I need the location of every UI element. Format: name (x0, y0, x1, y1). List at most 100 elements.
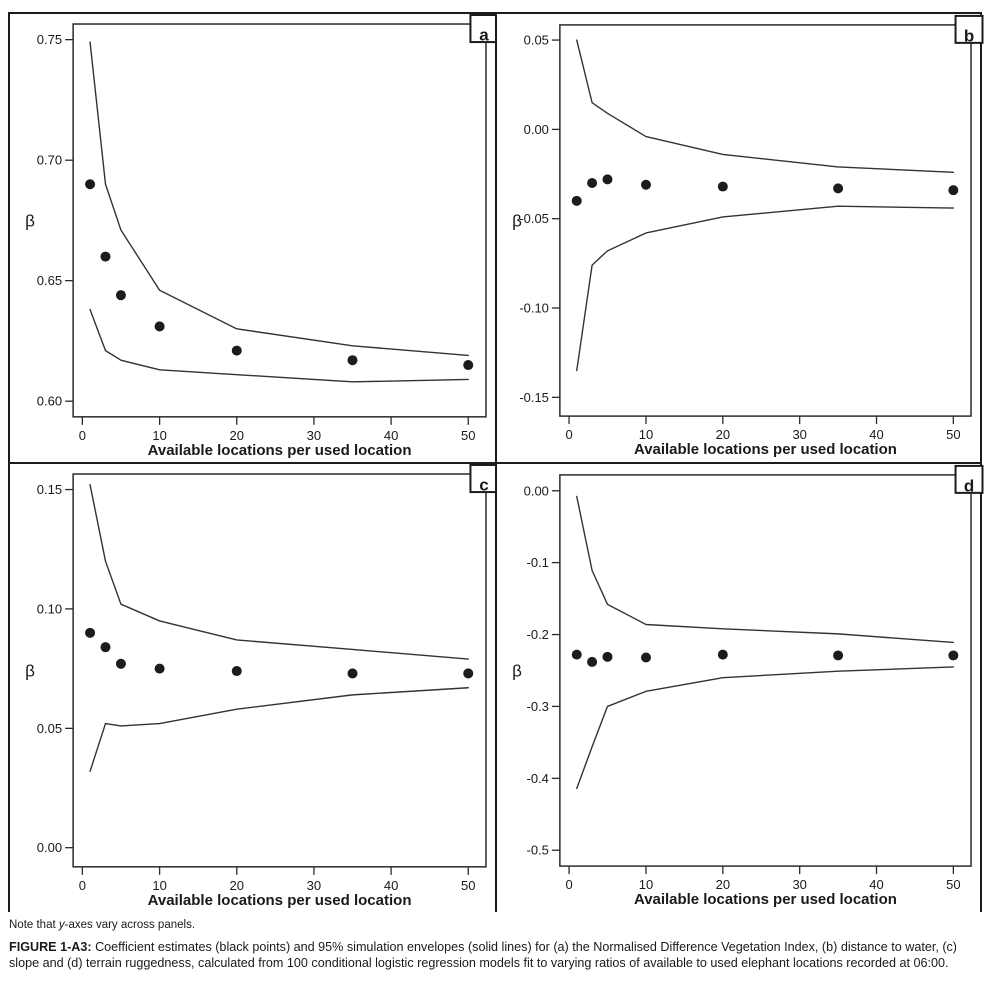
y-axis-title: β (512, 661, 522, 680)
data-point (641, 179, 651, 190)
data-point (154, 321, 165, 332)
plot-frame (72, 23, 487, 418)
data-point (717, 181, 728, 192)
data-point (587, 177, 598, 188)
data-point (641, 652, 651, 663)
data-point (948, 650, 959, 661)
x-axis-title: Available locations per used location (148, 892, 412, 909)
data-point (833, 650, 844, 661)
y-tick-label: -0.2 (527, 627, 549, 642)
note-suffix: -axes vary across panels. (64, 919, 196, 931)
panel-b-chart: 0.05 0.00 -0.05 -0.10 -0.15 0 10 20 30 40 50 Availa… (512, 14, 984, 458)
data-point (948, 185, 959, 196)
figure-caption: FIGURE 1-A3: Coefficient estimates (blac… (9, 940, 982, 971)
x-tick-label: 50 (946, 877, 960, 892)
lower-envelope-line (89, 686, 469, 772)
caption-label: FIGURE 1-A3: (9, 940, 92, 954)
y-tick-label: -0.3 (527, 699, 549, 714)
data-point (115, 290, 126, 301)
data-point (347, 668, 358, 679)
panel-letter: d (964, 476, 974, 495)
y-tick-label: 0.00 (524, 122, 549, 137)
figure-panels-grid: 0.60 0.65 0.70 0.75 0 10 20 30 40 50 Available loc… (8, 12, 984, 912)
data-point (602, 174, 613, 185)
x-tick-label: 20 (230, 878, 244, 893)
panel-d-chart: 0.00 -0.1 -0.2 -0.3 -0.4 -0.5 0 10 20 30 40 50 Avail… (512, 464, 984, 908)
y-tick-label: 0.65 (37, 273, 62, 288)
lower-envelope-line (89, 308, 469, 383)
panel-letter-box (954, 464, 984, 494)
x-tick-label: 10 (639, 877, 653, 892)
x-tick-label: 40 (384, 428, 398, 443)
x-tick-label: 40 (384, 878, 398, 893)
upper-envelope-line (576, 495, 955, 644)
data-point (463, 668, 474, 679)
y-tick-label: -0.5 (527, 843, 549, 858)
x-axis-title: Available locations per used location (634, 441, 897, 458)
data-point (587, 656, 598, 667)
x-axis-title: Available locations per used location (148, 442, 412, 459)
x-tick-label: 50 (461, 878, 475, 893)
x-tick-label: 50 (946, 427, 960, 442)
y-tick-label: 0.15 (37, 482, 62, 497)
y-tick-label: 0.05 (524, 33, 549, 48)
x-tick-label: 40 (869, 877, 883, 892)
panel-letter-box (954, 14, 984, 44)
x-tick-label: 30 (307, 428, 321, 443)
upper-envelope-line (89, 41, 469, 357)
note-italic-y: y (58, 919, 65, 931)
upper-envelope-line (576, 39, 955, 173)
data-point (100, 251, 111, 262)
x-tick-label: 0 (565, 427, 572, 442)
data-point (571, 649, 582, 660)
y-axis-title: β (25, 211, 35, 230)
lower-envelope-line (576, 666, 955, 790)
y-tick-label: -0.05 (519, 211, 549, 226)
panel-a-chart: 0.60 0.65 0.70 0.75 0 10 20 30 40 50 Available loc… (25, 14, 499, 459)
panel-letter: b (964, 26, 974, 45)
y-tick-label: 0.00 (37, 840, 62, 855)
panel-letter: c (479, 475, 488, 494)
panel-a: 0.60 0.65 0.70 0.75 0 10 20 30 40 50 Available loc… (10, 14, 499, 462)
x-tick-label: 0 (79, 878, 86, 893)
y-tick-label: 0.05 (37, 721, 62, 736)
x-tick-label: 30 (307, 878, 321, 893)
y-tick-label: 0.10 (37, 601, 62, 616)
x-tick-label: 50 (461, 428, 475, 443)
y-axis-title: β (25, 661, 35, 680)
x-tick-label: 20 (230, 428, 244, 443)
plot-frame (559, 474, 972, 867)
x-tick-label: 20 (716, 427, 730, 442)
data-point (231, 345, 242, 356)
data-point (231, 665, 242, 676)
note-prefix: Note that (9, 919, 59, 931)
plot-frame (72, 473, 487, 868)
data-point (463, 360, 474, 371)
y-tick-label: -0.4 (527, 771, 549, 786)
y-tick-label: -0.1 (527, 555, 549, 570)
lower-envelope-line (576, 205, 955, 372)
y-tick-label: -0.15 (519, 390, 549, 405)
x-tick-label: 10 (639, 427, 653, 442)
panel-letter: a (479, 26, 489, 45)
x-tick-label: 30 (792, 427, 806, 442)
y-tick-label: 0.75 (37, 32, 62, 47)
plot-frame (559, 24, 972, 417)
upper-envelope-line (89, 483, 469, 660)
panel-c-chart: 0.00 0.05 0.10 0.15 0 10 20 30 40 50 Available loc… (25, 463, 499, 909)
x-tick-label: 20 (716, 877, 730, 892)
y-tick-label: -0.10 (519, 301, 549, 316)
caption-text: Coefficient estimates (black points) and… (9, 940, 958, 970)
panel-c: 0.00 0.05 0.10 0.15 0 10 20 30 40 50 Available loc… (10, 461, 499, 912)
data-point (571, 195, 582, 206)
x-tick-label: 0 (565, 877, 572, 892)
data-point (347, 355, 358, 366)
y-tick-label: 0.00 (524, 483, 549, 498)
data-point (154, 663, 165, 674)
data-point (100, 642, 111, 653)
y-tick-label: 0.70 (37, 153, 62, 168)
data-point (833, 183, 844, 194)
data-point (85, 627, 96, 638)
y-tick-label: 0.60 (37, 394, 62, 409)
